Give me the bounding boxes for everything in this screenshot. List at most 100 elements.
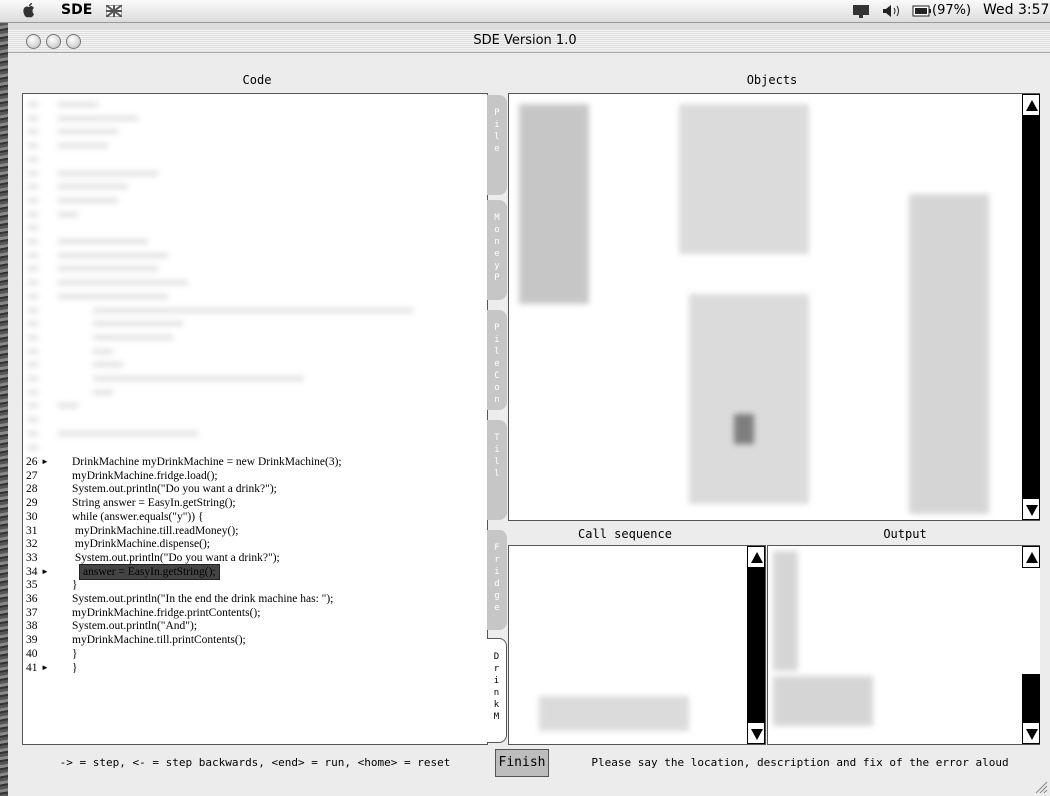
blurred-code: [93, 321, 183, 326]
window-frame: [8, 23, 1050, 30]
code-line: System.out.println("Do you want a drink?…: [72, 551, 280, 565]
blurred-code: [58, 266, 158, 271]
line-number: 36: [26, 592, 38, 606]
menubar: SDE (97%) Wed 3:57 PM: [0, 0, 1050, 23]
code-line: answer = EasyIn.getString();: [80, 565, 219, 579]
line-number: 29: [26, 496, 38, 510]
display-icon[interactable]: [852, 4, 872, 18]
blurred-code: [58, 280, 188, 285]
scroll-thumb[interactable]: [1022, 674, 1040, 724]
blurred-code: [58, 171, 158, 176]
app-menu[interactable]: SDE: [61, 2, 92, 18]
finish-button[interactable]: Finish: [495, 749, 549, 777]
blurred-line: [28, 280, 38, 285]
blurred-code: [93, 308, 413, 313]
blurred-line: [28, 102, 38, 107]
apple-menu[interactable]: [22, 3, 36, 19]
code-line: }: [72, 661, 78, 675]
scroll-up[interactable]: [1022, 94, 1040, 116]
line-number: 41: [26, 661, 38, 675]
line-number: 32: [26, 537, 38, 551]
blurred-code: [58, 198, 118, 203]
window-title: SDE Version 1.0: [473, 33, 576, 48]
tab[interactable]: MoneyP: [487, 200, 507, 300]
blurred-line: [28, 308, 38, 313]
panel-title: Code: [243, 73, 272, 87]
line-number: 34: [26, 565, 38, 579]
blurred-code: [58, 403, 78, 408]
blurred-line: [28, 376, 38, 381]
scroll-down[interactable]: [1022, 498, 1040, 520]
blurred-line: [28, 116, 38, 121]
code-line: myDrinkMachine.till.readMoney();: [72, 524, 238, 538]
scroll-down[interactable]: [1022, 722, 1040, 744]
clock[interactable]: Wed 3:57 PM: [983, 2, 1050, 18]
blurred-code: [93, 390, 113, 395]
battery-percent[interactable]: (97%): [932, 3, 971, 18]
line-number: 27: [26, 469, 38, 483]
window-titlebar: SDE Version 1.0: [8, 30, 1050, 53]
tab-label: PileCon: [493, 322, 501, 406]
code-line: String answer = EasyIn.getString();: [72, 496, 236, 510]
tab-label: Till: [493, 432, 501, 480]
blurred-code: [58, 116, 138, 121]
blurred-line: [28, 390, 38, 395]
code-line: myDrinkMachine.fridge.load();: [72, 469, 218, 483]
blurred-line: [28, 184, 38, 189]
battery-icon[interactable]: [912, 5, 932, 17]
blurred-line: [28, 321, 38, 326]
line-marker: ►: [41, 455, 49, 469]
scroll-up[interactable]: [1022, 546, 1040, 568]
blurred-code: [58, 239, 148, 244]
tab[interactable]: Pile: [487, 95, 507, 195]
line-number: 31: [26, 524, 38, 538]
blurred-code: [93, 376, 303, 381]
blurred-line: [28, 225, 38, 230]
blurred-code: [93, 349, 113, 354]
blurred-line: [28, 403, 38, 408]
resize-grip[interactable]: [1034, 780, 1048, 794]
line-marker: ►: [41, 565, 49, 579]
tab[interactable]: DrinkM: [487, 638, 507, 743]
tab[interactable]: PileCon: [487, 310, 507, 410]
input-flag[interactable]: [106, 5, 122, 17]
tab-label: DrinkM: [493, 651, 501, 723]
tab[interactable]: Fridge: [487, 530, 507, 630]
blurred-line: [28, 143, 38, 148]
scroll-up[interactable]: [747, 546, 765, 568]
code-line: DrinkMachine myDrinkMachine = new DrinkM…: [72, 455, 342, 469]
blurred-line: [28, 266, 38, 271]
instructions: -> = step, <- = step backwards, <end> = …: [60, 756, 451, 769]
zoom-button[interactable]: [66, 34, 81, 49]
code-line: }: [72, 578, 78, 592]
code-line: while (answer.equals("y")) {: [72, 510, 203, 524]
code-line: System.out.println("And");: [72, 619, 197, 633]
tab[interactable]: Till: [487, 420, 507, 520]
scrollbar[interactable]: [1022, 94, 1040, 520]
line-number: 40: [26, 647, 38, 661]
blurred-line: [28, 157, 38, 162]
blurred-line: [28, 294, 38, 299]
volume-icon[interactable]: [882, 4, 904, 18]
blurred-line: [28, 239, 38, 244]
blurred-code: [93, 335, 173, 340]
code-panel[interactable]: 26►DrinkMachine myDrinkMachine = new Dri…: [22, 93, 488, 745]
scrollbar[interactable]: [747, 546, 765, 744]
blurred-line: [28, 212, 38, 217]
minimize-button[interactable]: [46, 34, 61, 49]
scroll-down[interactable]: [747, 722, 765, 744]
blurred-code: [58, 212, 78, 217]
close-button[interactable]: [26, 34, 41, 49]
panel-title: Objects: [747, 73, 798, 87]
blurred-line: [28, 362, 38, 367]
line-number: 26: [26, 455, 38, 469]
screen: SDE (97%) Wed 3:57 PM SDE Version 1.0 Co…: [0, 0, 1050, 796]
blurred-line: [28, 335, 38, 340]
objects-panel: [508, 93, 1040, 521]
blurred-line: [28, 349, 38, 354]
blurred-code: [58, 294, 168, 299]
tab-strip: Pile MoneyP PileCon Till Fridge DrinkM: [487, 93, 508, 745]
output-panel: [767, 545, 1040, 745]
blurred-line: [28, 445, 38, 450]
blurred-line: [28, 417, 38, 422]
